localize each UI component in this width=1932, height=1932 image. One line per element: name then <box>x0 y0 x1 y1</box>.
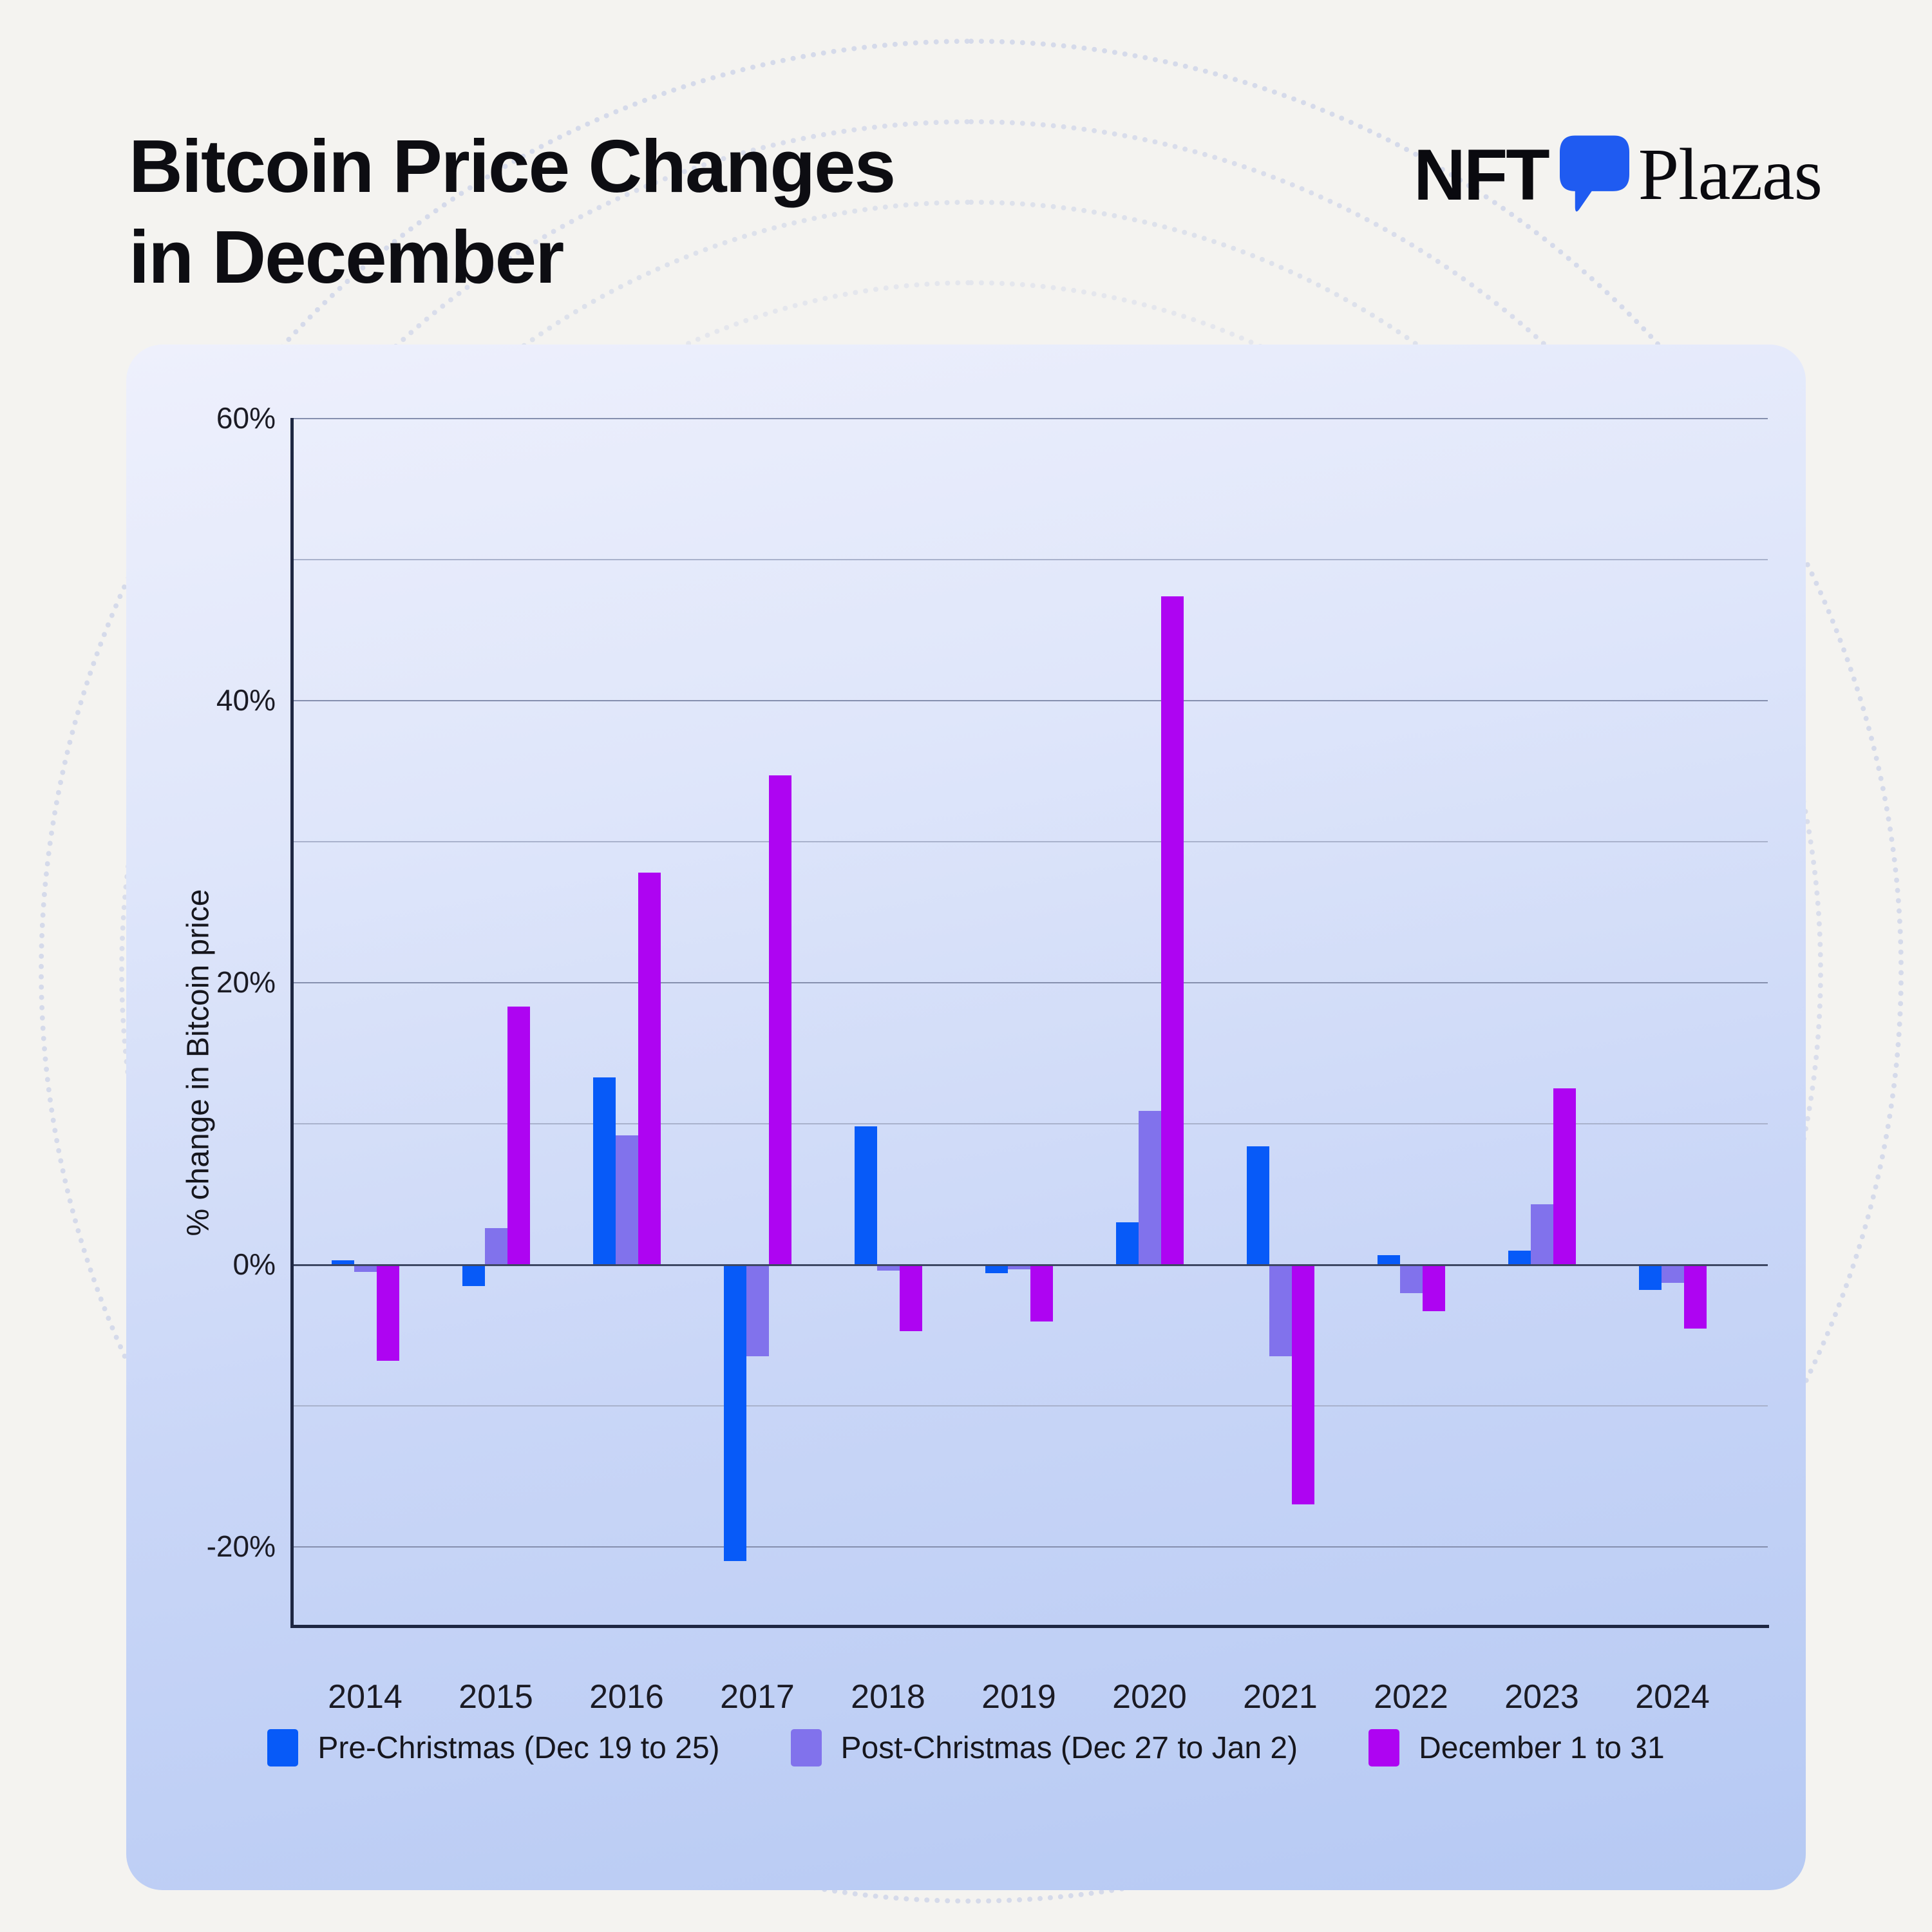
bar-2023-series2 <box>1530 1204 1553 1265</box>
bar-2024-series3 <box>1683 1265 1707 1329</box>
x-tick-label-2021: 2021 <box>1243 1678 1318 1716</box>
y-tick-label: 60% <box>216 401 276 435</box>
legend-item-3: December 1 to 31 <box>1368 1729 1665 1766</box>
gridline-60pct <box>293 418 1768 419</box>
nft-plazas-logo: NFT Plazas <box>1414 132 1823 217</box>
y-axis-title: % change in Bitcoin price <box>181 889 216 1236</box>
x-tick-label-2014: 2014 <box>328 1678 402 1716</box>
bar-2016-series3 <box>638 873 661 1265</box>
x-tick-label-2020: 2020 <box>1112 1678 1187 1716</box>
chart-card: 60% 40% 20% 0% -20% 2014 2015 2016 2017 2018 2019… <box>126 345 1806 1890</box>
bar-2023-series3 <box>1553 1088 1576 1265</box>
bar-2019-series2 <box>1007 1265 1030 1269</box>
y-tick-label: 0% <box>232 1247 276 1281</box>
x-tick-label-2017: 2017 <box>720 1678 795 1716</box>
bar-2022-series1 <box>1377 1255 1400 1265</box>
x-axis-line <box>290 1625 1769 1628</box>
legend-label: December 1 to 31 <box>1419 1730 1665 1765</box>
bar-2021-series3 <box>1291 1265 1314 1505</box>
p-bubble-icon <box>1559 135 1629 212</box>
bar-2019-series1 <box>985 1265 1008 1274</box>
legend-swatch-icon <box>1368 1729 1400 1766</box>
bar-2015-series1 <box>462 1265 485 1286</box>
bar-2014-series1 <box>331 1260 354 1265</box>
bar-2015-series3 <box>507 1007 530 1265</box>
logo-text-nft: NFT <box>1414 134 1550 215</box>
bar-2021-series2 <box>1269 1265 1292 1357</box>
gridline--10pct <box>293 1405 1768 1406</box>
y-axis-line <box>290 418 294 1627</box>
bar-2015-series2 <box>484 1228 507 1265</box>
page-title: Bitcoin Price Changes in December <box>129 124 896 299</box>
y-tick-label: -20% <box>206 1530 276 1563</box>
bar-2017-series3 <box>768 775 791 1265</box>
gridline-30pct <box>293 841 1768 842</box>
x-tick-label-2019: 2019 <box>981 1678 1056 1716</box>
gridline-40pct <box>293 700 1768 701</box>
logo-text-plazas: Plazas <box>1638 133 1823 215</box>
bar-2024-series2 <box>1661 1265 1684 1283</box>
bar-2014-series2 <box>354 1265 377 1272</box>
bar-2021-series1 <box>1246 1146 1269 1265</box>
bar-2020-series1 <box>1115 1222 1139 1265</box>
bar-2017-series2 <box>746 1265 769 1357</box>
gridline--20pct <box>293 1546 1768 1548</box>
x-tick-label-2022: 2022 <box>1374 1678 1448 1716</box>
bar-2022-series2 <box>1399 1265 1423 1293</box>
x-tick-label-2016: 2016 <box>589 1678 664 1716</box>
bar-2018-series3 <box>899 1265 922 1331</box>
bar-2014-series3 <box>376 1265 399 1361</box>
bar-2018-series1 <box>854 1126 877 1265</box>
bar-2017-series1 <box>723 1265 746 1561</box>
bar-2023-series1 <box>1508 1251 1531 1265</box>
legend-swatch-icon <box>267 1729 299 1766</box>
legend-label: Post-Christmas (Dec 27 to Jan 2) <box>840 1730 1298 1765</box>
legend-item-2: Post-Christmas (Dec 27 to Jan 2) <box>790 1729 1298 1766</box>
x-tick-label-2023: 2023 <box>1504 1678 1579 1716</box>
bar-2016-series2 <box>615 1135 638 1265</box>
y-tick-label: 20% <box>216 965 276 999</box>
bar-2019-series3 <box>1030 1265 1053 1321</box>
gridline-50pct <box>293 559 1768 560</box>
x-tick-label-2024: 2024 <box>1635 1678 1710 1716</box>
bar-2020-series2 <box>1138 1111 1161 1265</box>
bar-2022-series3 <box>1422 1265 1445 1312</box>
legend-item-1: Pre-Christmas (Dec 19 to 25) <box>267 1729 720 1766</box>
chart-legend: Pre-Christmas (Dec 19 to 25) Post-Christm… <box>126 1729 1806 1766</box>
legend-swatch-icon <box>790 1729 822 1766</box>
y-tick-label: 40% <box>216 683 276 717</box>
bar-2020-series3 <box>1160 596 1184 1265</box>
gridline-0pct <box>293 1264 1768 1266</box>
dotted-circle-decoration <box>39 39 1904 1904</box>
gridline-20pct <box>293 982 1768 983</box>
x-tick-label-2015: 2015 <box>459 1678 533 1716</box>
legend-label: Pre-Christmas (Dec 19 to 25) <box>317 1730 720 1765</box>
bar-2024-series1 <box>1638 1265 1662 1291</box>
gridline-10pct <box>293 1123 1768 1124</box>
bar-2018-series2 <box>876 1265 900 1271</box>
bar-2016-series1 <box>592 1077 616 1265</box>
x-tick-label-2018: 2018 <box>851 1678 925 1716</box>
